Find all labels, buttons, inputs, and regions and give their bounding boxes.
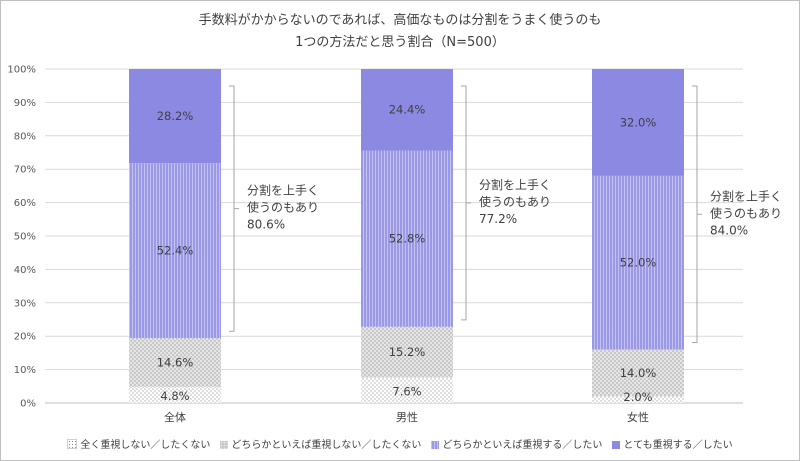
chart-title-line-1: 手数料がかからないのであれば、高価なものは分割をうまく使うのも <box>198 13 602 28</box>
y-tick-label: 70% <box>14 165 36 176</box>
data-label: 4.8% <box>160 389 189 403</box>
data-label: 15.2% <box>389 345 426 359</box>
y-tick-label: 20% <box>14 332 36 343</box>
bar-segment <box>361 150 453 327</box>
y-tick-label: 100% <box>7 65 36 76</box>
data-label: 28.2% <box>157 109 194 123</box>
legend-label: どちらかといえば重視する／したい <box>442 440 603 451</box>
annotation-text: 分割を上手く <box>247 183 319 198</box>
data-label: 32.0% <box>620 115 657 129</box>
y-tick-label: 50% <box>14 232 36 243</box>
y-tick-label: 0% <box>20 399 36 410</box>
annotation-bracket <box>229 85 235 332</box>
annotation-text: 77.2% <box>479 212 517 226</box>
annotation-text: 84.0% <box>710 223 748 237</box>
annotation-text: 使うのもあり <box>247 200 319 215</box>
legend-item: とても重視する／したい <box>612 436 733 451</box>
legend-item: 全く重視しない／したくない <box>67 436 210 451</box>
legend-swatch <box>431 441 440 449</box>
bar-segment <box>361 377 453 403</box>
annotation-text: 分割を上手く <box>479 177 551 192</box>
bar-segment <box>129 338 221 387</box>
x-category-label: 男性 <box>396 410 418 424</box>
bar-segment <box>361 326 453 378</box>
legend-item: どちらかといえば重視しない／したくない <box>220 436 421 451</box>
legend-swatch <box>220 441 229 449</box>
y-tick-label: 60% <box>14 198 36 209</box>
annotation-text: 分割を上手く <box>710 188 782 203</box>
annotation-text: 使うのもあり <box>479 194 551 209</box>
bar-segment <box>592 349 684 397</box>
data-label: 2.0% <box>623 390 652 404</box>
y-tick-label: 10% <box>14 365 36 376</box>
chart-title-line-2: 1つの方法だと思う割合（N=500） <box>295 35 505 50</box>
bar-segment <box>129 386 221 403</box>
bar-segment <box>592 396 684 403</box>
y-tick-label: 80% <box>14 131 36 142</box>
chart-legend: 全く重視しない／したくない どちらかといえば重視しない／したくない どちらかといえば… <box>0 436 800 451</box>
legend-item: どちらかといえば重視する／したい <box>431 436 602 451</box>
y-tick-label: 90% <box>14 98 36 109</box>
bar-segment <box>361 69 453 151</box>
legend-label: 全く重視しない／したくない <box>80 440 211 451</box>
x-category-label: 女性 <box>627 410 649 424</box>
data-label: 52.4% <box>157 244 194 258</box>
annotation-text: 使うのもあり <box>710 205 782 220</box>
data-label: 14.6% <box>157 356 194 370</box>
data-label: 7.6% <box>392 384 421 398</box>
bar-segment <box>129 69 221 164</box>
data-label: 24.4% <box>389 103 426 117</box>
data-label: 52.0% <box>620 256 657 270</box>
legend-label: とても重視する／したい <box>623 440 733 451</box>
bar-segment <box>592 69 684 176</box>
bar-segment <box>592 175 684 350</box>
data-label: 14.0% <box>620 366 657 380</box>
y-tick-label: 40% <box>14 265 36 276</box>
legend-swatch <box>612 441 621 449</box>
data-label: 52.8% <box>389 232 426 246</box>
legend-label: どちらかといえば重視しない／したくない <box>231 440 422 451</box>
annotation-text: 80.6% <box>247 218 285 232</box>
annotation-bracket <box>692 85 698 344</box>
bar-segment <box>129 163 221 339</box>
x-category-label: 全体 <box>164 410 186 424</box>
y-tick-label: 30% <box>14 298 36 309</box>
legend-swatch <box>67 439 78 449</box>
